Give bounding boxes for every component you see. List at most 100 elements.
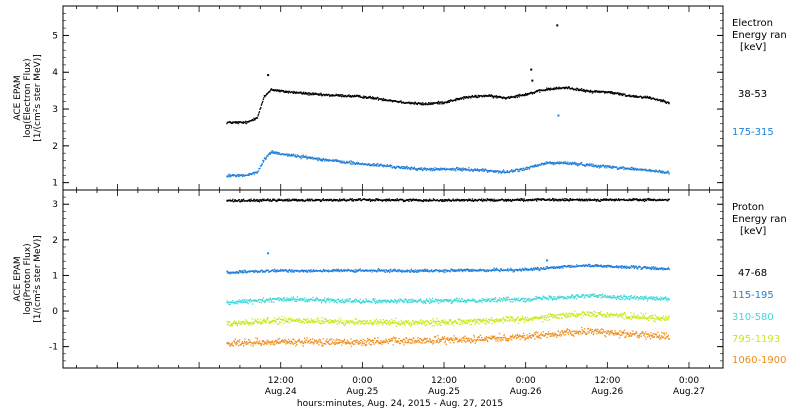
data-point bbox=[399, 301, 400, 302]
data-point bbox=[585, 92, 586, 93]
data-point bbox=[662, 172, 663, 173]
data-point bbox=[324, 299, 325, 300]
data-point bbox=[493, 97, 494, 98]
data-point bbox=[624, 299, 625, 300]
data-point bbox=[251, 318, 252, 319]
data-point bbox=[337, 302, 338, 303]
data-point bbox=[539, 92, 540, 93]
data-point bbox=[238, 272, 239, 273]
data-point bbox=[340, 320, 341, 321]
data-point bbox=[668, 172, 669, 173]
data-point bbox=[370, 96, 371, 97]
data-point bbox=[640, 298, 641, 299]
data-point bbox=[343, 321, 344, 322]
data-point bbox=[278, 317, 279, 318]
data-point bbox=[594, 293, 595, 294]
data-point bbox=[278, 323, 279, 324]
data-point bbox=[363, 320, 364, 321]
data-point bbox=[484, 299, 485, 300]
data-point bbox=[319, 322, 320, 323]
data-point bbox=[523, 198, 524, 199]
data-point bbox=[474, 300, 475, 301]
data-point bbox=[511, 169, 512, 170]
data-point bbox=[358, 323, 359, 324]
data-point bbox=[644, 201, 645, 202]
data-point bbox=[227, 301, 228, 302]
data-point bbox=[342, 322, 343, 323]
data-point bbox=[320, 323, 321, 324]
data-point bbox=[309, 271, 310, 272]
data-point bbox=[377, 163, 378, 164]
data-point bbox=[380, 319, 381, 320]
data-point bbox=[266, 157, 267, 158]
data-point bbox=[297, 296, 298, 297]
data-point bbox=[499, 297, 500, 298]
data-point bbox=[280, 322, 281, 323]
data-point bbox=[439, 103, 440, 104]
data-point bbox=[553, 89, 554, 90]
data-point bbox=[307, 318, 308, 319]
data-point bbox=[459, 298, 460, 299]
data-point bbox=[623, 294, 624, 295]
data-point bbox=[266, 321, 267, 322]
data-point bbox=[669, 299, 670, 300]
data-point bbox=[559, 268, 560, 269]
data-point bbox=[508, 96, 509, 97]
y-axis-label-line: log(Proton Flux) bbox=[23, 243, 33, 314]
data-point bbox=[248, 175, 249, 176]
data-point bbox=[278, 154, 279, 155]
data-point bbox=[436, 299, 437, 300]
data-point bbox=[506, 297, 507, 298]
data-point bbox=[318, 320, 319, 321]
data-point bbox=[341, 269, 342, 270]
data-point bbox=[527, 169, 528, 170]
data-point bbox=[292, 299, 293, 300]
data-point bbox=[388, 322, 389, 323]
data-point bbox=[553, 198, 554, 199]
data-point bbox=[267, 156, 268, 157]
data-point bbox=[567, 162, 568, 163]
data-point bbox=[583, 294, 584, 295]
data-point bbox=[263, 160, 264, 161]
data-point bbox=[287, 199, 288, 200]
data-point bbox=[622, 298, 623, 299]
data-point bbox=[628, 296, 629, 297]
data-point bbox=[371, 271, 372, 272]
data-point bbox=[263, 99, 264, 100]
data-point bbox=[447, 102, 448, 103]
data-point bbox=[534, 93, 535, 94]
data-point bbox=[609, 265, 610, 266]
data-point bbox=[441, 169, 442, 170]
data-point bbox=[309, 94, 310, 95]
data-point bbox=[292, 319, 293, 320]
data-point bbox=[414, 167, 415, 168]
data-point bbox=[343, 324, 344, 325]
data-point bbox=[468, 97, 469, 98]
data-point bbox=[634, 297, 635, 298]
data-point bbox=[254, 174, 255, 175]
data-point bbox=[387, 164, 388, 165]
data-point bbox=[601, 265, 602, 266]
data-point bbox=[229, 176, 230, 177]
data-point bbox=[376, 319, 377, 320]
data-point bbox=[252, 303, 253, 304]
data-point bbox=[518, 297, 519, 298]
data-point bbox=[376, 165, 377, 166]
legend-entry: 47-68 bbox=[738, 268, 767, 279]
data-point bbox=[313, 319, 314, 320]
data-point bbox=[370, 320, 371, 321]
data-point bbox=[653, 266, 654, 267]
data-point bbox=[428, 301, 429, 302]
data-point bbox=[502, 172, 503, 173]
data-point bbox=[259, 302, 260, 303]
data-point bbox=[286, 300, 287, 301]
data-point bbox=[375, 321, 376, 322]
data-point bbox=[648, 198, 649, 199]
data-point bbox=[509, 172, 510, 173]
data-point bbox=[493, 199, 494, 200]
data-point bbox=[304, 300, 305, 301]
data-point bbox=[260, 108, 261, 109]
legend-title-line: [keV] bbox=[740, 42, 766, 53]
data-point bbox=[434, 300, 435, 301]
data-point bbox=[240, 321, 241, 322]
